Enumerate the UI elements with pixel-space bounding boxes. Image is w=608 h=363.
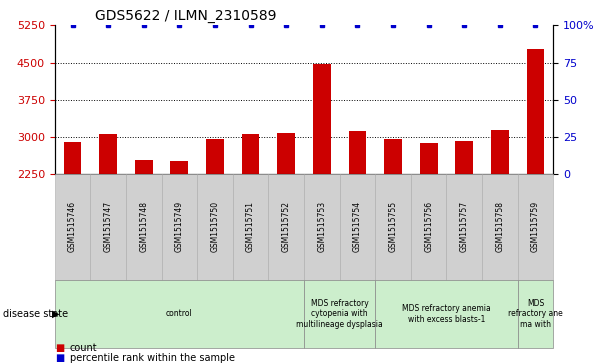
Bar bbox=[135, 160, 153, 174]
Text: MDS
refractory ane
ma with: MDS refractory ane ma with bbox=[508, 299, 563, 329]
Text: ▶: ▶ bbox=[52, 309, 59, 319]
Bar bbox=[348, 131, 366, 174]
Text: MDS refractory anemia
with excess blasts-1: MDS refractory anemia with excess blasts… bbox=[402, 304, 491, 324]
Bar bbox=[64, 142, 81, 174]
Bar bbox=[313, 64, 331, 174]
Text: GSM1515749: GSM1515749 bbox=[175, 201, 184, 252]
Text: GDS5622 / ILMN_2310589: GDS5622 / ILMN_2310589 bbox=[95, 9, 276, 23]
Bar bbox=[384, 139, 402, 174]
Text: GSM1515748: GSM1515748 bbox=[139, 201, 148, 252]
Bar bbox=[420, 143, 438, 174]
Text: GSM1515754: GSM1515754 bbox=[353, 201, 362, 252]
Text: control: control bbox=[166, 310, 193, 318]
Text: GSM1515752: GSM1515752 bbox=[282, 201, 291, 252]
Text: GSM1515755: GSM1515755 bbox=[389, 201, 398, 252]
Bar bbox=[527, 49, 544, 174]
Text: disease state: disease state bbox=[3, 309, 68, 319]
Bar bbox=[241, 134, 260, 174]
Bar bbox=[491, 130, 509, 174]
Text: ■: ■ bbox=[55, 343, 64, 354]
Text: GSM1515746: GSM1515746 bbox=[68, 201, 77, 252]
Text: ■: ■ bbox=[55, 352, 64, 363]
Text: GSM1515759: GSM1515759 bbox=[531, 201, 540, 252]
Text: MDS refractory
cytopenia with
multilineage dysplasia: MDS refractory cytopenia with multilinea… bbox=[296, 299, 383, 329]
Text: GSM1515751: GSM1515751 bbox=[246, 201, 255, 252]
Text: GSM1515753: GSM1515753 bbox=[317, 201, 326, 252]
Bar bbox=[170, 161, 188, 174]
Text: GSM1515756: GSM1515756 bbox=[424, 201, 433, 252]
Text: GSM1515750: GSM1515750 bbox=[210, 201, 219, 252]
Bar bbox=[206, 139, 224, 174]
Text: percentile rank within the sample: percentile rank within the sample bbox=[70, 352, 235, 363]
Bar bbox=[455, 141, 473, 174]
Text: GSM1515758: GSM1515758 bbox=[496, 201, 505, 252]
Text: count: count bbox=[70, 343, 97, 354]
Text: GSM1515747: GSM1515747 bbox=[103, 201, 112, 252]
Bar bbox=[277, 133, 295, 174]
Text: GSM1515757: GSM1515757 bbox=[460, 201, 469, 252]
Bar bbox=[99, 134, 117, 174]
